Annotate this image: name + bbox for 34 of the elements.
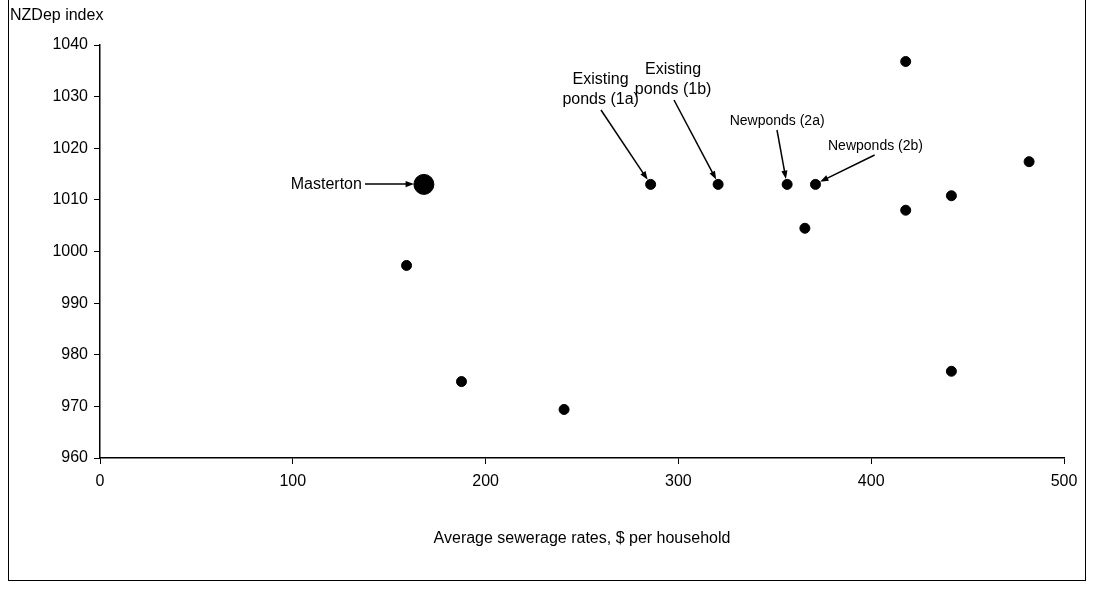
y-tick-label: 1030 <box>52 87 89 105</box>
point <box>900 204 912 216</box>
x-tick-label: 300 <box>665 472 692 490</box>
x-tick-label: 200 <box>472 472 500 490</box>
point <box>781 178 793 190</box>
x-tick-label: 500 <box>1050 472 1078 490</box>
x-tick-label: 100 <box>279 472 307 490</box>
point <box>809 178 821 190</box>
y-tick-label: 980 <box>61 345 89 363</box>
point <box>645 178 657 190</box>
y-tick-label: 1020 <box>52 138 89 156</box>
y-axis-title: NZDep index <box>10 6 104 24</box>
point <box>900 56 912 68</box>
point <box>712 178 724 190</box>
point <box>799 222 811 234</box>
point <box>401 259 413 271</box>
y-tick-label: 1010 <box>52 190 89 208</box>
point <box>1023 156 1035 168</box>
point <box>945 190 957 202</box>
y-tick-label: 970 <box>61 396 89 414</box>
y-tick-label: 1000 <box>52 241 89 259</box>
point <box>413 173 435 195</box>
x-axis-title: Average sewerage rates, $ per household <box>433 528 731 546</box>
point <box>558 403 570 415</box>
annotation: Masterton <box>290 174 362 192</box>
y-tick-label: 960 <box>61 448 89 466</box>
point <box>456 376 467 388</box>
x-tick-label: 0 <box>95 472 105 490</box>
annotation: Newponds (2b) <box>828 137 923 154</box>
y-tick-label: 1040 <box>52 35 89 53</box>
x-tick-label: 400 <box>857 472 885 490</box>
point <box>945 365 957 377</box>
y-tick-label: 990 <box>61 293 89 311</box>
annotation: Newponds (2a) <box>729 112 825 129</box>
